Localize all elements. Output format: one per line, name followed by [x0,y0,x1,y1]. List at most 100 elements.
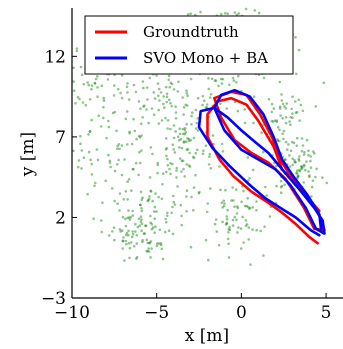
map-point [165,170,168,174]
map-point [242,189,245,193]
map-point [284,121,288,125]
map-point [226,12,229,15]
map-point [322,81,326,85]
map-point [192,156,196,159]
map-point [270,110,274,114]
map-point [120,144,124,147]
map-point [190,114,193,118]
map-point [127,209,130,212]
map-point [231,224,235,227]
map-point [241,215,244,219]
map-point [253,9,257,12]
map-point [124,239,127,243]
map-point [124,224,128,228]
map-point [257,11,261,15]
map-point [248,177,251,180]
map-point [148,241,151,245]
map-point [146,249,149,253]
map-point [247,226,251,229]
map-point [127,98,131,101]
map-point [124,233,128,237]
map-point [162,102,165,106]
map-point [140,207,143,210]
map-point [214,218,218,221]
map-point [203,99,206,102]
map-point [120,173,124,177]
map-point [219,77,223,81]
map-point [174,130,177,133]
map-point [153,205,157,209]
map-point [303,151,306,154]
map-point [102,105,105,109]
map-point [196,96,200,100]
y-tick-label: 2 [55,208,66,228]
map-point [325,181,329,185]
map-point [151,199,154,203]
map-point [152,91,156,94]
map-point [196,148,199,152]
map-point [172,194,175,198]
map-point [82,82,86,86]
map-point [90,88,93,91]
map-point [180,146,184,150]
map-point [186,13,190,16]
map-point [116,147,119,150]
map-point [80,73,84,77]
map-point [207,87,211,91]
map-point [185,210,188,213]
map-point [142,232,146,235]
map-point [106,78,110,81]
map-point [300,165,304,168]
map-point [124,117,128,121]
map-point [262,76,266,80]
map-point [128,218,132,222]
map-point [137,217,141,221]
map-point [179,137,183,141]
map-point [157,108,160,112]
map-point [233,215,236,219]
map-point [152,210,156,213]
map-point [145,249,148,253]
map-point [192,209,195,212]
map-point [172,88,176,91]
x-tick-label: 0 [236,303,247,323]
map-point [169,162,172,165]
map-point [126,82,129,85]
map-point [185,123,188,126]
map-point [132,83,136,87]
map-point [287,143,290,146]
map-point [174,117,178,120]
map-point [163,106,166,109]
map-point [284,107,288,110]
trajectory-lines [197,88,326,245]
map-point [159,242,163,245]
map-point [289,116,293,119]
map-point [173,203,177,206]
map-point [187,139,191,143]
map-point [279,185,283,189]
map-point [300,149,304,153]
map-point [75,49,79,53]
map-point [170,82,174,86]
map-point [275,184,278,188]
map-point [242,241,245,244]
legend-box [84,15,294,75]
map-point [302,153,306,156]
map-point [129,216,133,219]
map-point [291,95,294,99]
map-point [233,205,236,208]
map-point [118,209,121,212]
map-point [120,96,124,100]
map-point [130,235,134,239]
map-point [225,221,229,225]
map-point [158,99,161,102]
map-point [235,212,239,215]
map-point [235,81,238,84]
map-point [112,226,116,229]
map-point [291,112,294,115]
map-point [149,190,153,193]
map-point [284,116,288,119]
map-point [218,165,221,168]
map-point [226,208,229,212]
map-point [291,140,294,144]
